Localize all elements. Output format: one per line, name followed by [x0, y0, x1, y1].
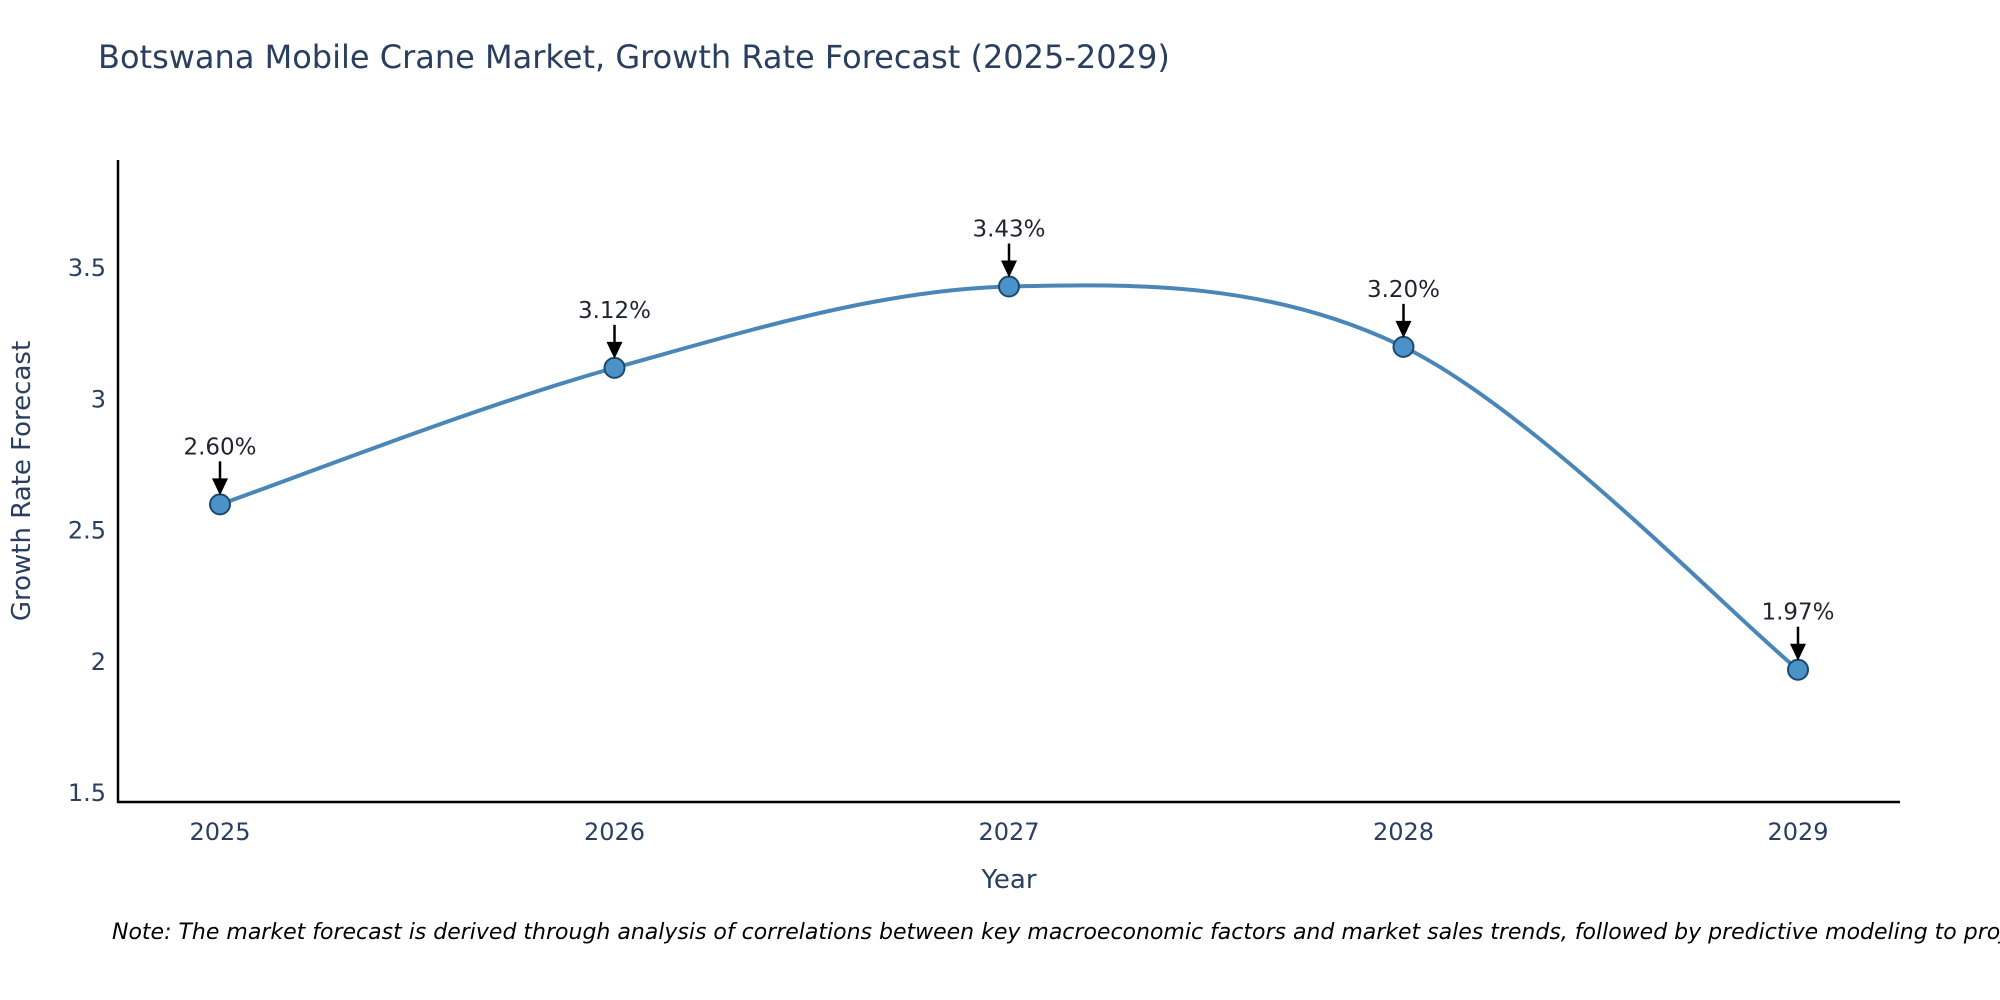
point-value-label: 1.97%	[1761, 600, 1834, 626]
x-tick-label: 2025	[189, 818, 250, 846]
axis-titles-group: Year Growth Rate Forecast	[7, 341, 1037, 895]
annotation-arrowhead	[1001, 260, 1017, 278]
point-value-label: 3.43%	[972, 217, 1045, 243]
forecast-line	[218, 283, 1800, 672]
y-tick-label: 2.5	[68, 517, 106, 545]
annotation-arrowhead	[1790, 643, 1806, 661]
x-tick-label: 2029	[1767, 818, 1828, 846]
footnote: Note: The market forecast is derived thr…	[112, 920, 2000, 945]
chart-title: Botswana Mobile Crane Market, Growth Rat…	[98, 38, 1170, 76]
series-group	[209, 275, 1809, 681]
x-tick-label: 2027	[978, 818, 1039, 846]
data-point-marker	[998, 275, 1020, 298]
annotation-arrowhead	[606, 341, 623, 359]
annotation-arrowhead	[212, 478, 228, 496]
tick-labels-group: 1.5 2 2.5 3 3.5 2025 2026 2027 2028 2029	[68, 254, 1829, 846]
y-tick-label: 3	[91, 385, 106, 413]
x-tick-label: 2028	[1373, 818, 1434, 846]
axes-group	[116, 160, 1900, 804]
y-axis-title: Growth Rate Forecast	[7, 341, 37, 621]
data-point-marker	[1787, 658, 1809, 681]
y-tick-label: 2	[91, 648, 106, 676]
data-point-marker	[209, 493, 231, 516]
annotations-group: 2.60% 3.12% 3.43% 3.20% 1.97%	[183, 217, 1835, 661]
point-value-label: 3.20%	[1367, 277, 1440, 303]
annotation-arrowhead	[1395, 320, 1412, 338]
data-point-marker	[603, 356, 626, 379]
point-value-label: 2.60%	[183, 434, 256, 460]
data-point-marker	[1392, 335, 1415, 358]
y-tick-label: 3.5	[68, 254, 106, 282]
x-axis-title: Year	[980, 865, 1036, 895]
y-tick-label: 1.5	[68, 779, 106, 807]
x-tick-label: 2026	[584, 818, 645, 846]
point-value-label: 3.12%	[578, 298, 651, 324]
